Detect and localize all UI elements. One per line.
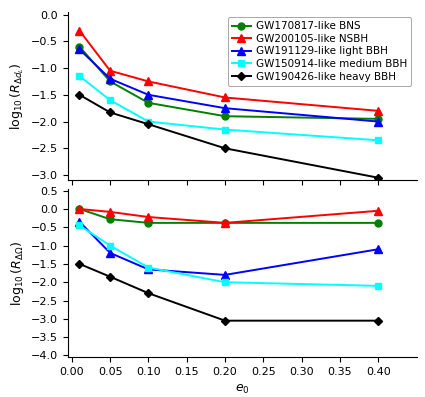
GW200105-like NSBH bbox=[146, 79, 151, 84]
GW150914-like medium BBH bbox=[77, 74, 82, 79]
GW170817-like BNS bbox=[222, 114, 227, 119]
X-axis label: $e_0$: $e_0$ bbox=[235, 383, 249, 396]
Line: GW170817-like BNS: GW170817-like BNS bbox=[76, 43, 382, 122]
Line: GW191129-like light BBH: GW191129-like light BBH bbox=[75, 45, 382, 126]
GW200105-like NSBH bbox=[376, 108, 381, 113]
GW190426-like heavy BBH bbox=[222, 146, 227, 151]
Y-axis label: $\log_{10}(R_{\Delta d_L})$: $\log_{10}(R_{\Delta d_L})$ bbox=[8, 62, 25, 130]
GW191129-like light BBH bbox=[146, 93, 151, 97]
GW200105-like NSBH bbox=[222, 95, 227, 100]
Legend: GW170817-like BNS, GW200105-like NSBH, GW191129-like light BBH, GW150914-like me: GW170817-like BNS, GW200105-like NSBH, G… bbox=[228, 17, 411, 86]
GW191129-like light BBH bbox=[108, 76, 113, 81]
GW150914-like medium BBH bbox=[108, 98, 113, 102]
GW170817-like BNS bbox=[108, 79, 113, 84]
Line: GW200105-like NSBH: GW200105-like NSBH bbox=[75, 27, 382, 115]
GW200105-like NSBH bbox=[77, 28, 82, 33]
GW170817-like BNS bbox=[376, 116, 381, 121]
GW150914-like medium BBH bbox=[146, 119, 151, 124]
GW170817-like BNS bbox=[146, 100, 151, 105]
Line: GW150914-like medium BBH: GW150914-like medium BBH bbox=[76, 73, 382, 144]
GW200105-like NSBH bbox=[108, 68, 113, 73]
GW190426-like heavy BBH bbox=[376, 175, 381, 180]
GW191129-like light BBH bbox=[77, 47, 82, 52]
Y-axis label: $\log_{10}(R_{\Delta\Omega})$: $\log_{10}(R_{\Delta\Omega})$ bbox=[8, 241, 25, 306]
GW190426-like heavy BBH bbox=[108, 110, 113, 115]
GW150914-like medium BBH bbox=[222, 127, 227, 132]
GW190426-like heavy BBH bbox=[146, 122, 151, 127]
GW150914-like medium BBH bbox=[376, 138, 381, 143]
Line: GW190426-like heavy BBH: GW190426-like heavy BBH bbox=[76, 92, 381, 181]
GW191129-like light BBH bbox=[376, 119, 381, 124]
GW190426-like heavy BBH bbox=[77, 93, 82, 97]
GW191129-like light BBH bbox=[222, 106, 227, 111]
GW170817-like BNS bbox=[77, 44, 82, 49]
